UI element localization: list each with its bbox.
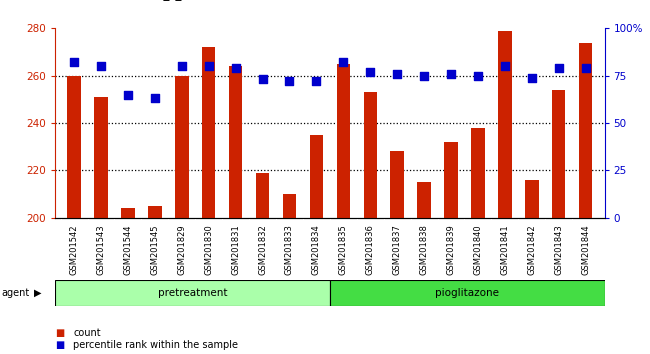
- Bar: [471, 128, 485, 218]
- Text: pretreatment: pretreatment: [158, 288, 227, 298]
- Bar: [391, 152, 404, 218]
- Point: [257, 76, 268, 82]
- Bar: [498, 31, 512, 218]
- Text: GSM201839: GSM201839: [447, 224, 456, 275]
- Text: GSM201544: GSM201544: [124, 224, 133, 275]
- Point: [446, 71, 456, 76]
- Bar: [256, 173, 269, 218]
- Text: GSM201844: GSM201844: [581, 224, 590, 275]
- Bar: [309, 135, 323, 218]
- Bar: [445, 142, 458, 218]
- Text: GSM201832: GSM201832: [258, 224, 267, 275]
- Bar: [94, 97, 108, 218]
- Point: [419, 73, 429, 79]
- Bar: [229, 66, 242, 218]
- Point: [392, 71, 402, 76]
- Point: [203, 63, 214, 69]
- Bar: [68, 76, 81, 218]
- Point: [311, 79, 322, 84]
- Text: GSM201542: GSM201542: [70, 224, 79, 275]
- Text: GSM201835: GSM201835: [339, 224, 348, 275]
- Point: [96, 63, 106, 69]
- Bar: [337, 64, 350, 218]
- Bar: [55, 280, 330, 306]
- Text: pioglitazone: pioglitazone: [436, 288, 499, 298]
- Text: GSM201830: GSM201830: [204, 224, 213, 275]
- Text: GSM201840: GSM201840: [473, 224, 482, 275]
- Point: [338, 59, 348, 65]
- Bar: [579, 42, 592, 218]
- Point: [526, 75, 537, 80]
- Point: [123, 92, 133, 97]
- Bar: [202, 47, 215, 218]
- Point: [473, 73, 483, 79]
- Text: GSM201831: GSM201831: [231, 224, 240, 275]
- Text: GSM201841: GSM201841: [500, 224, 510, 275]
- Bar: [417, 182, 431, 218]
- Point: [284, 79, 294, 84]
- Point: [500, 63, 510, 69]
- Text: GSM201834: GSM201834: [312, 224, 321, 275]
- Bar: [330, 280, 604, 306]
- Text: GSM201543: GSM201543: [96, 224, 105, 275]
- Text: GSM201842: GSM201842: [527, 224, 536, 275]
- Point: [365, 69, 376, 75]
- Text: GSM201545: GSM201545: [150, 224, 159, 275]
- Point: [177, 63, 187, 69]
- Bar: [363, 92, 377, 218]
- Point: [580, 65, 591, 71]
- Bar: [552, 90, 566, 218]
- Text: GSM201843: GSM201843: [554, 224, 564, 275]
- Text: ■: ■: [55, 328, 64, 338]
- Text: GSM201836: GSM201836: [366, 224, 375, 275]
- Text: GSM201833: GSM201833: [285, 224, 294, 275]
- Text: GSM201829: GSM201829: [177, 224, 187, 275]
- Bar: [148, 206, 162, 218]
- Point: [150, 96, 160, 101]
- Text: count: count: [73, 328, 101, 338]
- Bar: [175, 76, 188, 218]
- Point: [231, 65, 241, 71]
- Text: GSM201838: GSM201838: [420, 224, 428, 275]
- Point: [554, 65, 564, 71]
- Text: agent: agent: [1, 288, 29, 298]
- Text: ■: ■: [55, 340, 64, 350]
- Bar: [121, 208, 135, 218]
- Text: percentile rank within the sample: percentile rank within the sample: [73, 340, 239, 350]
- Text: GSM201837: GSM201837: [393, 224, 402, 275]
- Bar: [525, 180, 539, 218]
- Point: [69, 59, 79, 65]
- Bar: [283, 194, 296, 218]
- Text: ▶: ▶: [34, 288, 42, 298]
